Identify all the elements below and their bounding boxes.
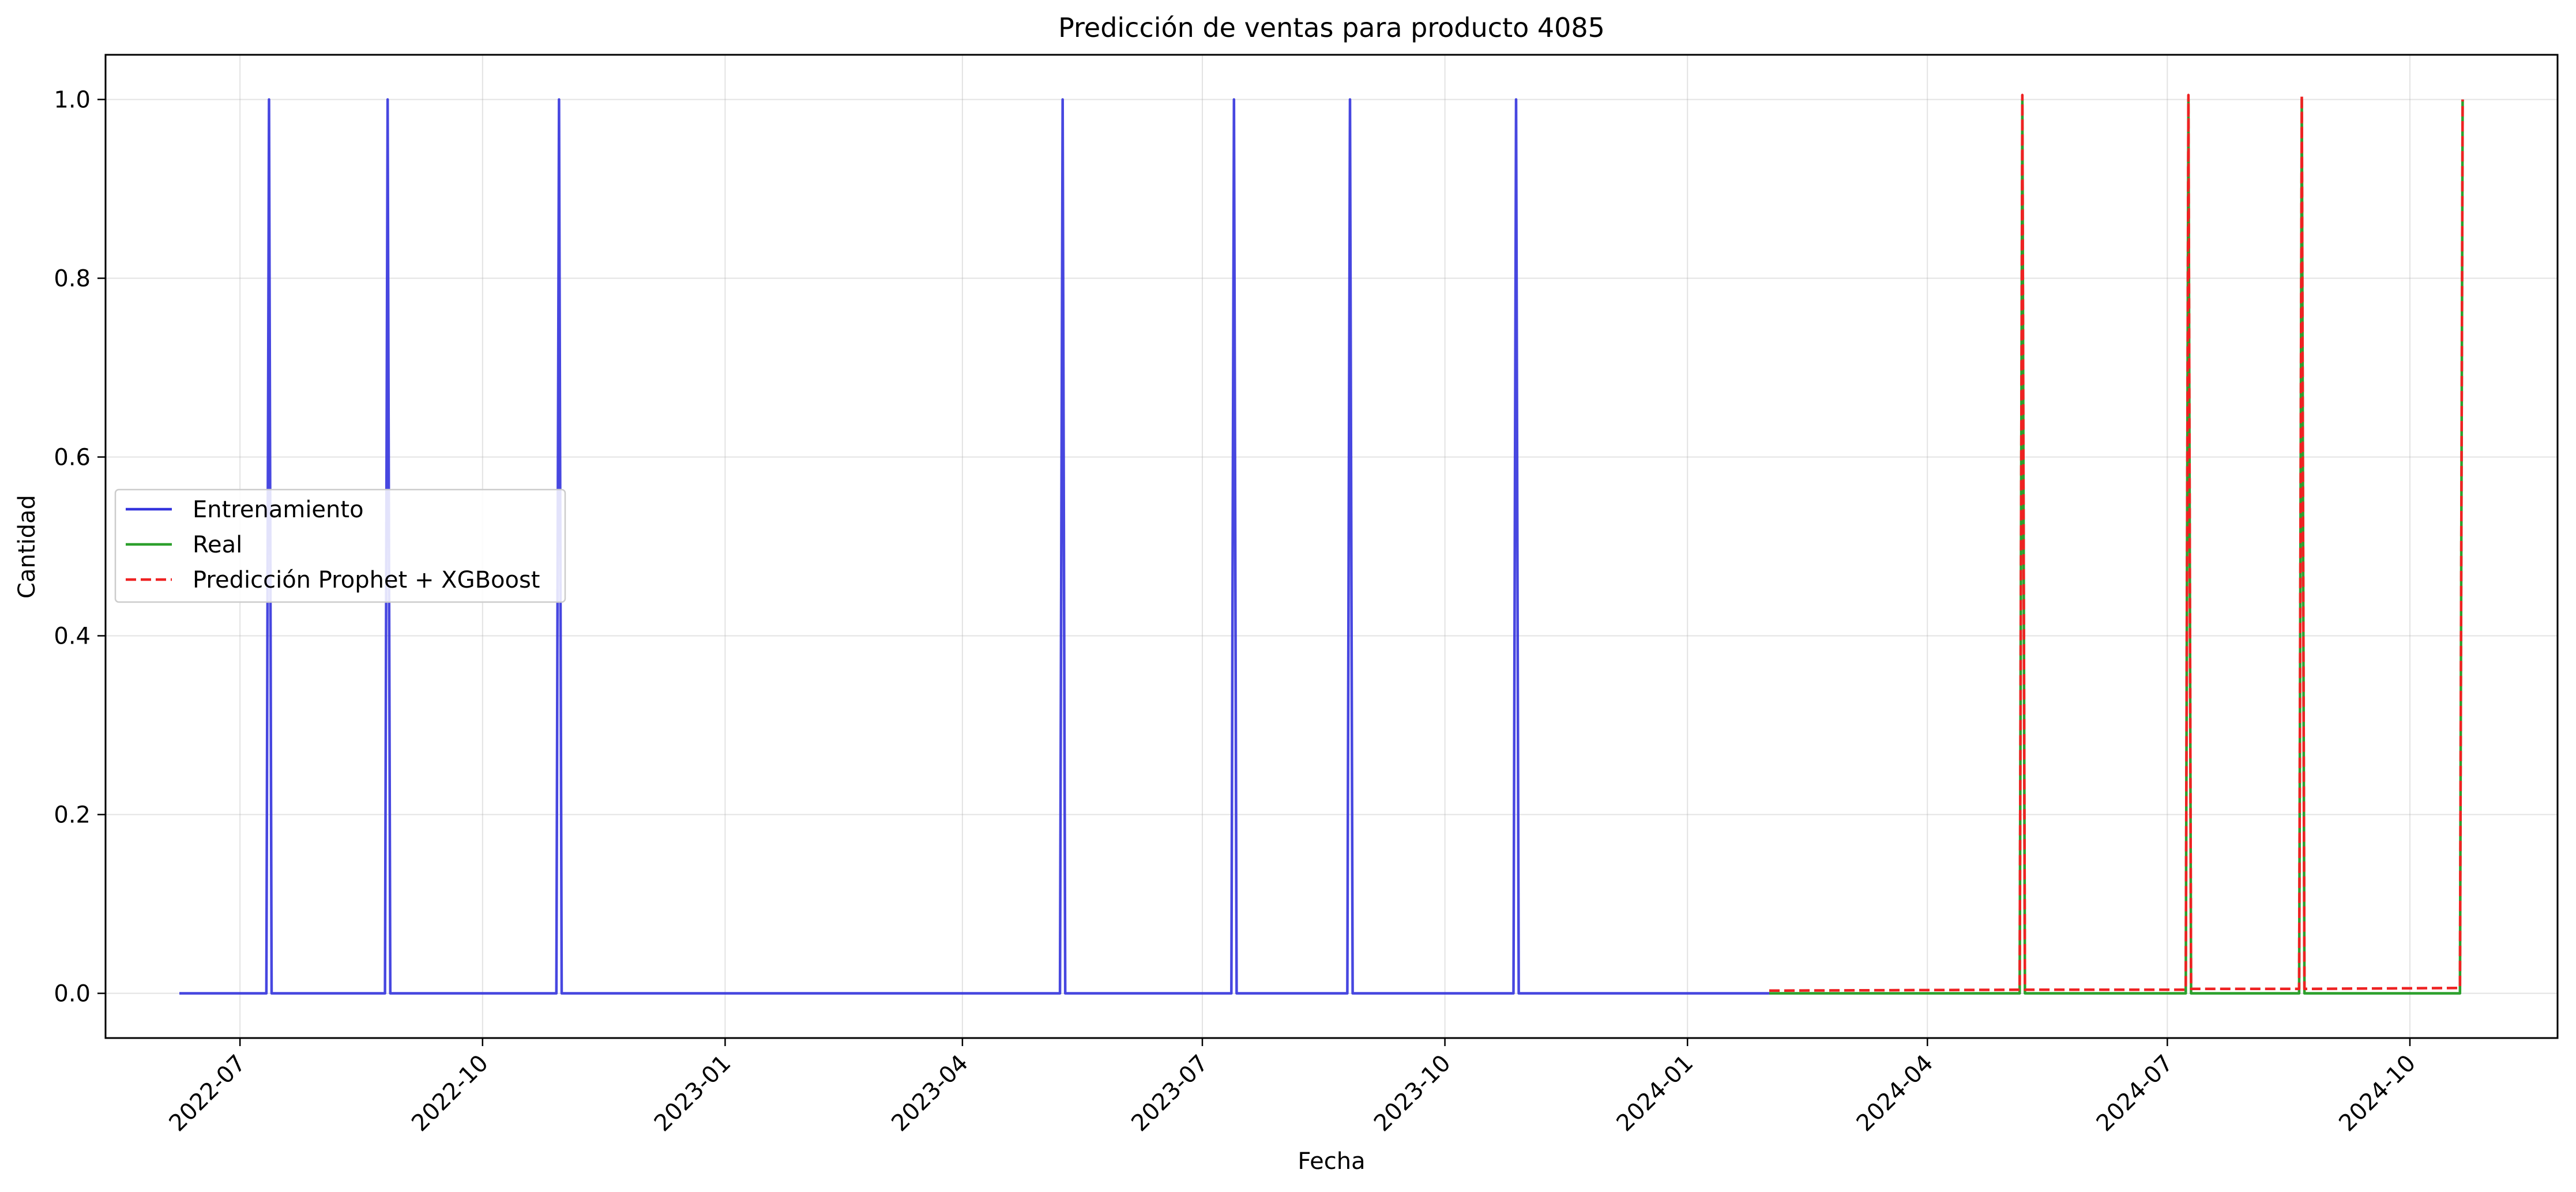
series-line-2: [1769, 93, 2464, 992]
series-layer: [179, 93, 2464, 995]
y-tick-label: 0.0: [54, 981, 91, 1007]
legend: Entrenamiento Real Predicción Prophet + …: [114, 488, 566, 603]
legend-label-real: Real: [193, 532, 242, 558]
chart-title: Predicción de ventas para producto 4085: [1058, 12, 1605, 43]
legend-label-prediccion: Predicción Prophet + XGBoost: [193, 567, 540, 593]
y-axis-ticks: 0.0 0.2 0.4 0.6 0.8 1.0: [54, 87, 106, 1007]
y-tick-label: 0.6: [54, 445, 91, 471]
y-axis-label: Cantidad: [14, 495, 40, 599]
x-axis-label: Fecha: [1298, 1148, 1365, 1175]
legend-label-entrenamiento: Entrenamiento: [193, 497, 364, 523]
y-tick-label: 0.8: [54, 266, 91, 292]
series-line-0: [179, 98, 1769, 995]
legend-box: [114, 488, 566, 603]
y-tick-label: 0.2: [54, 802, 91, 829]
plot-frame: [104, 54, 2559, 1039]
y-tick-label: 1.0: [54, 87, 91, 114]
y-tick-label: 0.4: [54, 623, 91, 650]
